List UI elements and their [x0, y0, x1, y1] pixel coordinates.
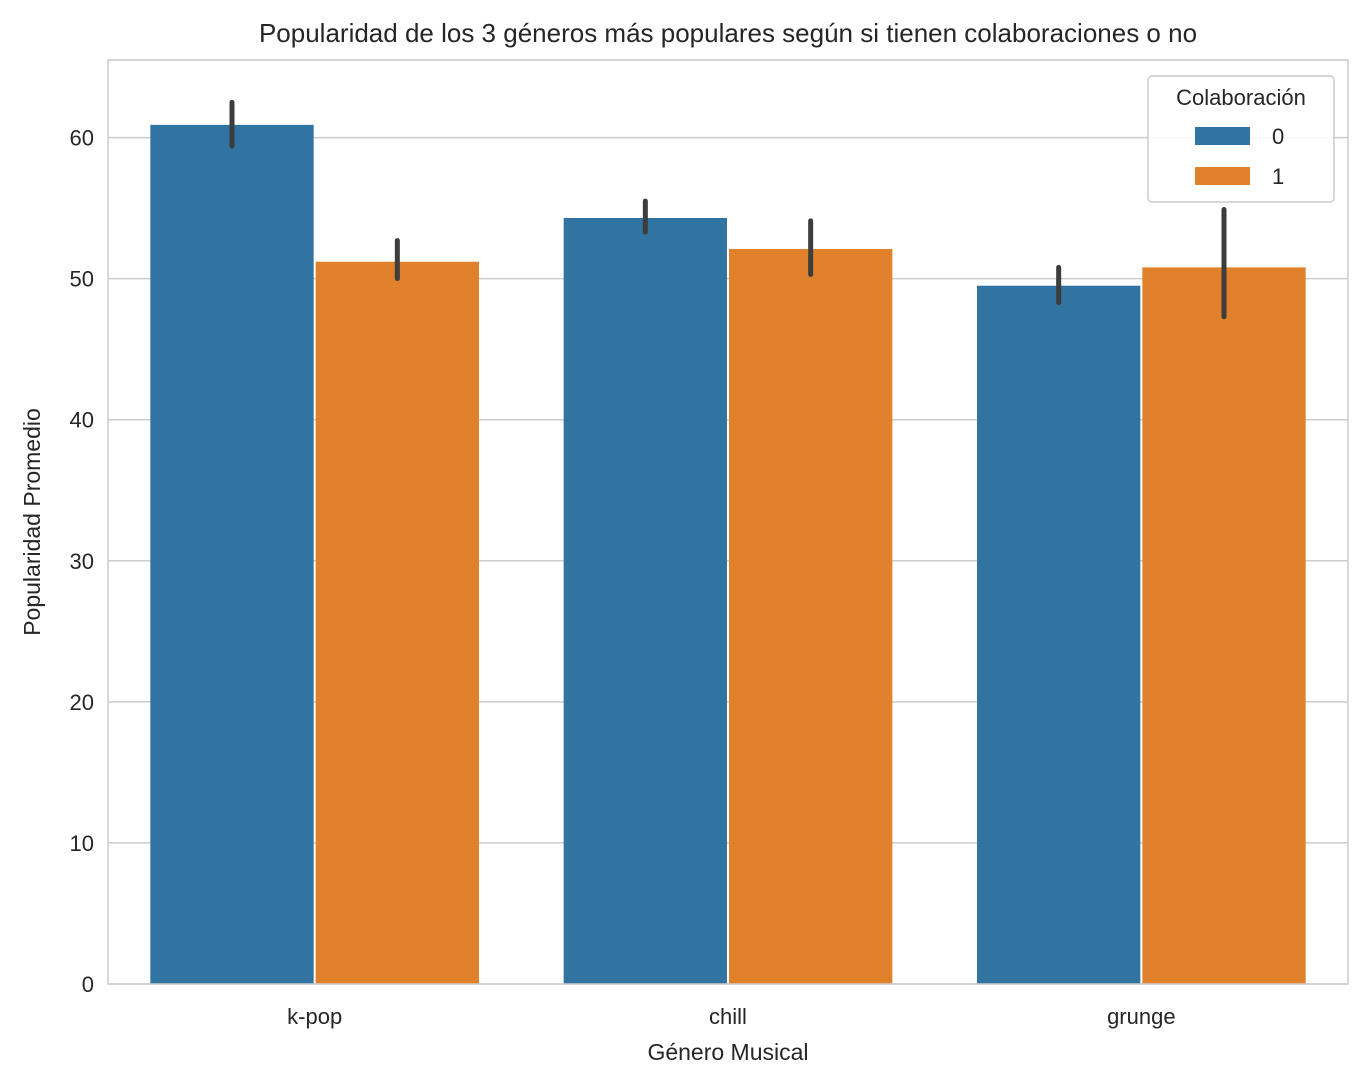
x-tick-label: k-pop: [287, 1004, 342, 1029]
legend: Colaboración 0 1: [1147, 75, 1335, 203]
bar: [977, 285, 1141, 984]
legend-label-1: 1: [1272, 164, 1284, 189]
bar: [563, 217, 727, 984]
legend-label-0: 0: [1272, 124, 1284, 149]
y-tick-label: 40: [70, 408, 94, 433]
bar: [729, 249, 893, 985]
y-axis-label: Popularidad Promedio: [19, 408, 45, 636]
x-tick-label: chill: [709, 1004, 747, 1029]
y-tick-label: 50: [70, 267, 94, 292]
grid-layer: [108, 136, 1348, 985]
legend-swatch-0: [1195, 127, 1250, 145]
y-tick-label: 30: [70, 549, 94, 574]
bar: [1142, 267, 1306, 985]
x-tick-label: grunge: [1107, 1004, 1176, 1029]
y-tick-label: 20: [70, 690, 94, 715]
y-tick-label: 10: [70, 831, 94, 856]
chart-title: Popularidad de los 3 géneros más popular…: [259, 18, 1197, 48]
x-axis-label: Género Musical: [647, 1039, 808, 1065]
plot-frame: [107, 59, 1349, 985]
legend-title: Colaboración: [1176, 85, 1306, 110]
y-tick-labels: 0 10 20 30 40 50 60: [70, 126, 94, 997]
bar: [150, 124, 314, 984]
y-tick-label: 0: [82, 972, 94, 997]
legend-swatch-1: [1195, 167, 1250, 185]
error-bars-layer: [229, 99, 1227, 320]
bars-layer: [150, 124, 1306, 985]
x-tick-labels: k-pop chill grunge: [287, 1004, 1175, 1029]
y-tick-label: 60: [70, 126, 94, 151]
bar: [315, 261, 479, 984]
